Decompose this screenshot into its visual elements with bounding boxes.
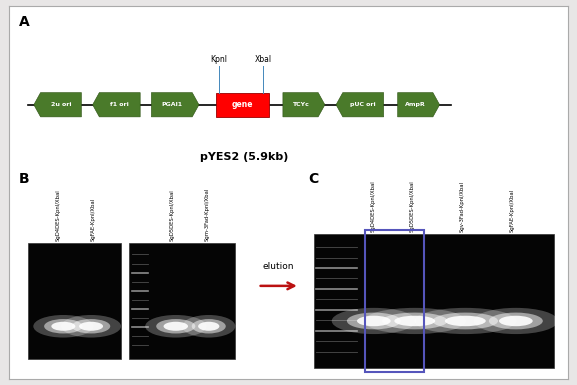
Ellipse shape	[51, 322, 76, 331]
Text: elution: elution	[263, 262, 294, 271]
Ellipse shape	[382, 313, 448, 329]
Ellipse shape	[145, 315, 207, 338]
Polygon shape	[283, 93, 325, 117]
Text: Sgm-3Fad-KpnI/XbaI: Sgm-3Fad-KpnI/XbaI	[204, 188, 209, 241]
Text: 2u ori: 2u ori	[51, 102, 71, 107]
Polygon shape	[92, 93, 140, 117]
Polygon shape	[336, 93, 384, 117]
Text: pUC ori: pUC ori	[350, 102, 376, 107]
Polygon shape	[398, 93, 440, 117]
Text: TCYc: TCYc	[292, 102, 309, 107]
Ellipse shape	[347, 313, 401, 329]
Ellipse shape	[433, 313, 498, 329]
Text: SgD4DES-KpnI/XbaI: SgD4DES-KpnI/XbaI	[370, 180, 375, 232]
Ellipse shape	[198, 322, 219, 331]
Ellipse shape	[79, 322, 103, 331]
Text: B: B	[18, 172, 29, 186]
Ellipse shape	[499, 316, 533, 326]
Polygon shape	[151, 93, 199, 117]
Ellipse shape	[414, 308, 516, 334]
Bar	[129, 243, 235, 359]
Ellipse shape	[489, 313, 543, 329]
Ellipse shape	[61, 315, 121, 338]
Text: PGAl1: PGAl1	[161, 102, 182, 107]
Ellipse shape	[192, 319, 226, 333]
Ellipse shape	[357, 316, 391, 326]
Text: SgD5DES-KpnI/XbaI: SgD5DES-KpnI/XbaI	[410, 180, 415, 232]
Ellipse shape	[445, 316, 486, 326]
Polygon shape	[34, 93, 81, 117]
Text: AmpR: AmpR	[405, 102, 426, 107]
Text: KpnI: KpnI	[210, 55, 227, 64]
Ellipse shape	[33, 315, 93, 338]
Text: SgFAE-KpnI/XbaI: SgFAE-KpnI/XbaI	[91, 198, 96, 241]
Text: f1 ori: f1 ori	[110, 102, 129, 107]
Ellipse shape	[474, 308, 558, 334]
Text: C: C	[308, 172, 319, 186]
Text: SgFAE-KpnI/XbaI: SgFAE-KpnI/XbaI	[510, 189, 515, 232]
Text: gene: gene	[231, 100, 253, 109]
Ellipse shape	[182, 315, 235, 338]
Ellipse shape	[394, 316, 435, 326]
Text: SgD4DES-KpnI/XbaI: SgD4DES-KpnI/XbaI	[56, 189, 61, 241]
Ellipse shape	[72, 319, 110, 333]
Text: Sgv-3Fad-KpnI/XbaI: Sgv-3Fad-KpnI/XbaI	[459, 181, 464, 232]
Ellipse shape	[364, 308, 466, 334]
Bar	[216, 93, 269, 117]
Bar	[314, 234, 554, 368]
Text: XbaI: XbaI	[255, 55, 272, 64]
Ellipse shape	[44, 319, 83, 333]
Text: pYES2 (5.9kb): pYES2 (5.9kb)	[200, 152, 288, 162]
Text: A: A	[18, 15, 29, 29]
Bar	[365, 230, 424, 372]
Ellipse shape	[163, 322, 188, 331]
Ellipse shape	[332, 308, 416, 334]
Bar	[28, 243, 121, 359]
Ellipse shape	[156, 319, 196, 333]
Text: SgD5DES-KpnI/XbaI: SgD5DES-KpnI/XbaI	[170, 189, 174, 241]
